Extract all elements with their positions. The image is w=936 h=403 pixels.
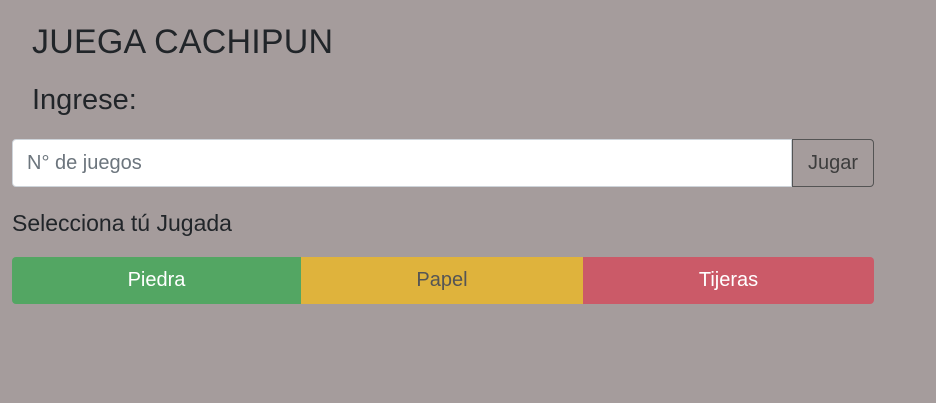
paper-button[interactable]: Papel (301, 257, 583, 304)
page-title: JUEGA CACHIPUN (32, 23, 334, 61)
page-subtitle: Ingrese: (32, 84, 137, 116)
play-button[interactable]: Jugar (792, 139, 874, 187)
scissors-button[interactable]: Tijeras (583, 257, 874, 304)
rock-button[interactable]: Piedra (12, 257, 301, 304)
games-count-input[interactable] (12, 139, 792, 187)
games-input-group: Jugar (12, 139, 874, 187)
move-button-group: Piedra Papel Tijeras (12, 257, 874, 304)
choose-move-label: Selecciona tú Jugada (12, 210, 232, 236)
